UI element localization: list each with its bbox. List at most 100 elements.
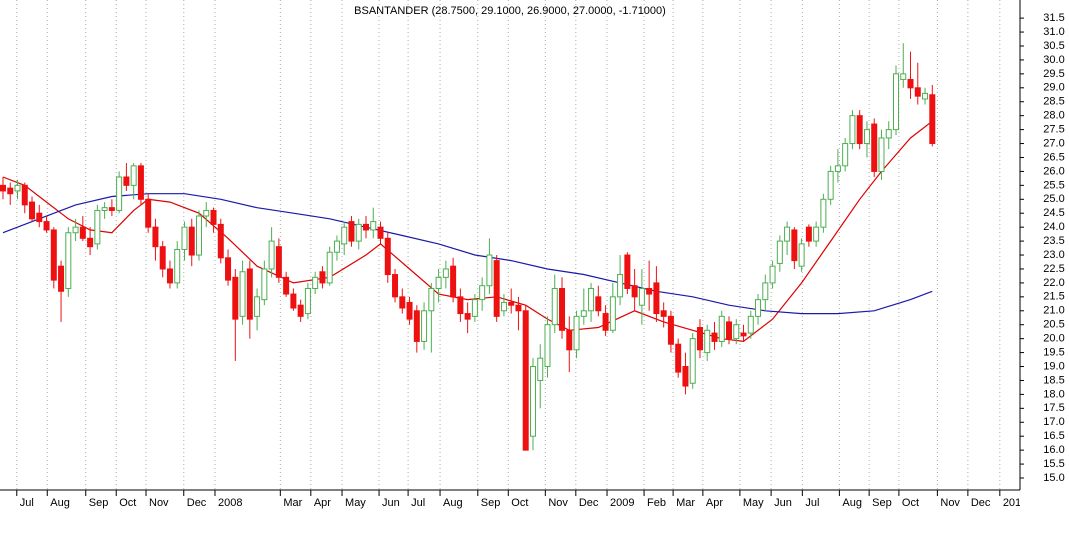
y-tick-label: 20.0 — [1043, 333, 1064, 345]
x-tick-label: Nov — [548, 497, 568, 509]
y-tick-label: 26.0 — [1043, 165, 1064, 177]
candle-body — [595, 296, 602, 312]
candle-body — [435, 276, 442, 289]
candle-body — [355, 223, 362, 242]
y-tick-label: 25.0 — [1043, 193, 1064, 205]
candle-body — [14, 184, 21, 192]
x-tick-label: Jul — [20, 497, 34, 509]
candle-body — [515, 304, 522, 312]
candle-body — [667, 315, 674, 345]
candle-body — [0, 184, 6, 192]
candle-body — [29, 201, 36, 220]
candle-body — [486, 254, 493, 287]
candle-body — [290, 293, 297, 309]
x-tick-label: Jun — [382, 497, 400, 509]
candle-body — [421, 310, 428, 342]
candle-body — [892, 73, 899, 131]
y-tick-label: 30.0 — [1043, 54, 1064, 66]
x-tick-label: Dec — [187, 497, 207, 509]
candle-body — [747, 315, 754, 334]
x-tick-label: Feb — [647, 497, 666, 509]
candle-body — [479, 285, 486, 301]
candle-body — [406, 301, 413, 320]
y-tick-label: 18.0 — [1043, 388, 1064, 400]
candle-body — [312, 276, 319, 289]
candle-body — [362, 223, 369, 231]
x-tick-label: 2008 — [218, 497, 242, 509]
candle-body — [537, 357, 544, 381]
candle-body — [246, 268, 253, 320]
candle-body — [508, 301, 515, 306]
candle-body — [283, 276, 290, 295]
x-tick-label: Aug — [842, 497, 862, 509]
candle-body — [733, 324, 740, 340]
candle-body — [856, 115, 863, 145]
candle-body — [297, 304, 304, 317]
candle-body — [348, 221, 355, 242]
candle-body — [646, 287, 653, 295]
candle-body — [638, 287, 645, 306]
candle-body — [174, 248, 181, 284]
y-tick-label: 28.5 — [1043, 96, 1064, 108]
y-tick-label: 28.0 — [1043, 110, 1064, 122]
candle-body — [675, 343, 682, 373]
candle-body — [326, 251, 333, 284]
x-tick-label: Mar — [676, 497, 695, 509]
y-tick-label: 29.0 — [1043, 82, 1064, 94]
y-tick-label: 26.5 — [1043, 151, 1064, 163]
candle-body — [304, 287, 311, 315]
x-tick-label: Oct — [902, 497, 919, 509]
candle-body — [137, 165, 144, 200]
y-tick-label: 27.0 — [1043, 137, 1064, 149]
candle-body — [660, 310, 667, 317]
candle-body — [370, 221, 377, 231]
y-tick-label: 19.0 — [1043, 360, 1064, 372]
candle-body — [87, 237, 94, 248]
y-tick-label: 16.5 — [1043, 430, 1064, 442]
candle-body — [152, 226, 159, 248]
x-axis: Jun Jul Aug Sep Oct Nov Dec 2008 Mar Apr May Jun Jul… — [0, 490, 1020, 509]
candle-body — [116, 176, 123, 211]
grid — [16, 0, 1001, 490]
candle-body — [624, 254, 631, 289]
candle-body — [50, 229, 57, 281]
candle-body — [718, 315, 725, 342]
candle-body — [94, 209, 101, 245]
x-tick-label: Apr — [706, 497, 723, 509]
candle-body — [254, 296, 261, 317]
x-tick-label: Sep — [872, 497, 892, 509]
x-tick-label: Aug — [50, 497, 70, 509]
candle-body — [159, 246, 166, 270]
candle-body — [493, 260, 500, 317]
candle-body — [261, 268, 268, 301]
candle-body — [849, 115, 856, 145]
candle-body — [196, 215, 203, 256]
x-tick-label: Oct — [119, 497, 136, 509]
candle-body — [609, 296, 616, 331]
candle-body — [210, 209, 217, 225]
candle-body — [442, 268, 449, 278]
y-tick-label: 24.5 — [1043, 207, 1064, 219]
y-tick-label: 21.5 — [1043, 291, 1064, 303]
candle-body — [123, 176, 130, 186]
y-tick-label: 25.5 — [1043, 179, 1064, 191]
candle-body — [842, 143, 849, 167]
y-tick-label: 16.0 — [1043, 444, 1064, 456]
x-tick-label: Sep — [481, 497, 501, 509]
x-tick-label: Dec — [971, 497, 991, 509]
candle-body — [392, 274, 399, 298]
x-tick-label: May — [743, 497, 764, 509]
candle-body — [929, 94, 936, 145]
y-tick-label: 17.0 — [1043, 416, 1064, 428]
candle-body — [529, 366, 536, 437]
x-tick-label: Jul — [805, 497, 819, 509]
candle-body — [145, 198, 152, 228]
candle-body — [689, 338, 696, 384]
x-tick-label: Sep — [89, 497, 109, 509]
candle-body — [885, 129, 892, 139]
candle-body — [878, 137, 885, 172]
candle-body — [268, 240, 275, 270]
candle-body — [566, 329, 573, 351]
candle-body — [559, 287, 566, 331]
y-tick-label: 22.5 — [1043, 263, 1064, 275]
